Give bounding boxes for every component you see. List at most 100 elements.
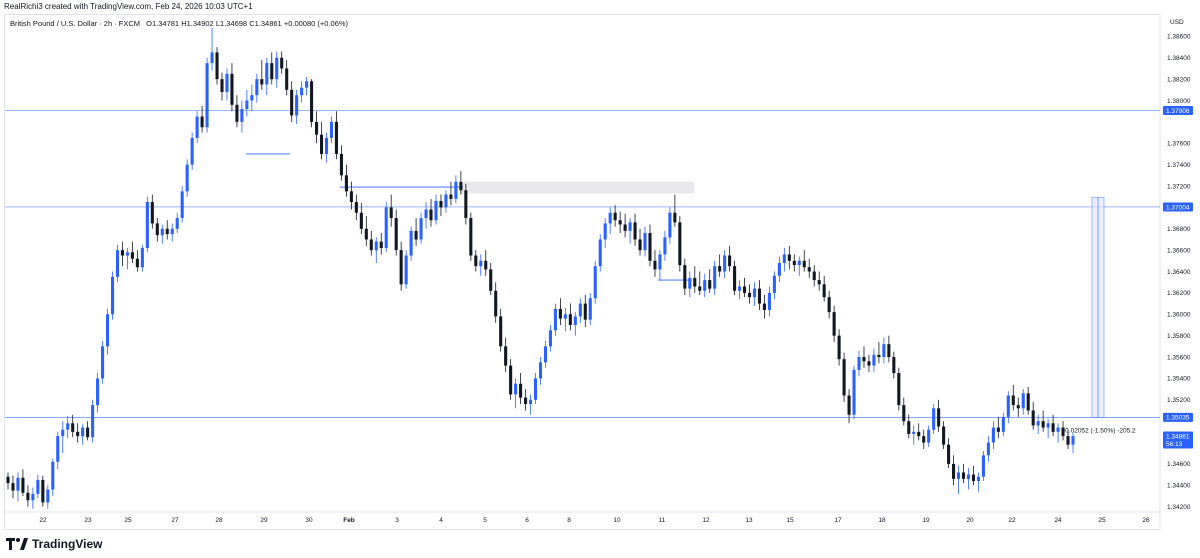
candle-body [205, 63, 209, 128]
x-tick-label: 24 [1054, 517, 1062, 524]
y-tick-label: 1.34600 [1167, 461, 1191, 468]
candle-body [41, 479, 45, 503]
candle-body [673, 212, 677, 223]
y-tick-label: 1.36800 [1167, 226, 1191, 233]
candle-body [140, 248, 144, 268]
tradingview-logo-icon [6, 538, 28, 550]
candle-body [538, 362, 543, 379]
candle-body [319, 134, 324, 154]
candle-body [573, 316, 577, 325]
candle-body [1006, 395, 1010, 417]
candle-body [275, 57, 279, 80]
price-tag-label: 1.35035 [1166, 415, 1190, 422]
candle-body [668, 212, 672, 238]
candle-body [230, 73, 234, 105]
candle-body [344, 175, 348, 192]
y-tick-label: 1.35200 [1167, 397, 1191, 404]
candle-body [842, 359, 846, 396]
candle-body [762, 303, 766, 310]
price-tag [1163, 106, 1193, 116]
y-tick-label: 1.38600 [1167, 34, 1191, 41]
candle-body [568, 314, 572, 325]
x-tick-label: 22 [39, 517, 47, 524]
candle-body [369, 239, 373, 251]
x-tick-label: 22 [1008, 517, 1016, 524]
candle-body [245, 100, 249, 110]
candle-body [374, 241, 378, 251]
candle-body [912, 431, 916, 434]
candle-body [285, 68, 289, 90]
candle-body [882, 344, 886, 358]
candle-body [603, 223, 607, 240]
price-chart[interactable]: USD 1.38600 1.38400 1.38200 1.38000 1.37600 1.… [0, 0, 1200, 530]
candle-body [976, 476, 980, 482]
candle-body [110, 276, 115, 315]
x-tick-label: 10 [613, 517, 621, 524]
x-tick-label: 4 [439, 517, 443, 524]
candle-body [688, 277, 692, 289]
candle-body [847, 395, 851, 415]
candle-body [703, 280, 707, 291]
candle-body [529, 399, 533, 405]
candle-body [533, 378, 538, 400]
candle-body [772, 275, 776, 293]
candle-body [359, 212, 363, 229]
candle-body [1001, 416, 1005, 432]
candle-body [474, 255, 478, 267]
y-tick-label: 1.38000 [1167, 98, 1191, 105]
candle-body [887, 344, 891, 358]
candle-body [235, 104, 239, 122]
supply-zone [460, 181, 694, 194]
candle-body [877, 354, 881, 358]
candle-body [807, 267, 811, 272]
x-tick-label: 20 [966, 517, 974, 524]
candle-body [260, 79, 264, 85]
x-tick-label: 15 [786, 517, 794, 524]
candle-body [862, 357, 866, 362]
candle-body [424, 209, 428, 219]
candle-body [663, 237, 667, 255]
y-tick-label: 1.34400 [1167, 483, 1191, 490]
currency-label: USD [1170, 19, 1184, 26]
candle-body [91, 405, 95, 438]
candle-body [563, 314, 567, 319]
price-tag [1163, 412, 1193, 422]
candle-body [713, 266, 717, 289]
y-tick-label: 1.36400 [1167, 269, 1191, 276]
candle-body [1046, 423, 1050, 428]
candle-body [250, 95, 254, 101]
candle-body [996, 427, 1000, 432]
candle-body [354, 202, 358, 213]
x-tick-label: 25 [1098, 517, 1106, 524]
candle-body [966, 474, 971, 479]
candle-body [300, 87, 304, 96]
x-tick-label: 12 [702, 517, 710, 524]
candle-body [1056, 427, 1060, 432]
candle-body [115, 250, 120, 277]
candle-body [1026, 393, 1030, 411]
price-tag-label: 1.37004 [1166, 204, 1190, 211]
candle-body [613, 212, 617, 221]
candle-body [6, 476, 10, 484]
candle-body [414, 230, 418, 240]
candle-body [1016, 405, 1020, 409]
candle-body [494, 290, 498, 317]
x-tick-label: 17 [834, 517, 842, 524]
candle-body [917, 431, 921, 437]
x-tick-label: 8 [567, 517, 571, 524]
candle-body [305, 81, 309, 88]
candle-body [215, 52, 219, 80]
measure-label: -0.02052 (-1.50%) -205.2 [1063, 427, 1136, 434]
x-tick-label: 27 [171, 517, 179, 524]
candle-body [718, 266, 722, 272]
candle-body [553, 308, 557, 331]
candle-body [752, 288, 757, 298]
candle-body [135, 258, 139, 268]
candle-body [971, 474, 976, 482]
candle-body [628, 222, 632, 231]
x-tick-label: 25 [124, 517, 132, 524]
candle-body [290, 89, 294, 116]
candle-body [952, 463, 956, 479]
candle-body [698, 286, 702, 291]
candle-body [329, 121, 334, 138]
